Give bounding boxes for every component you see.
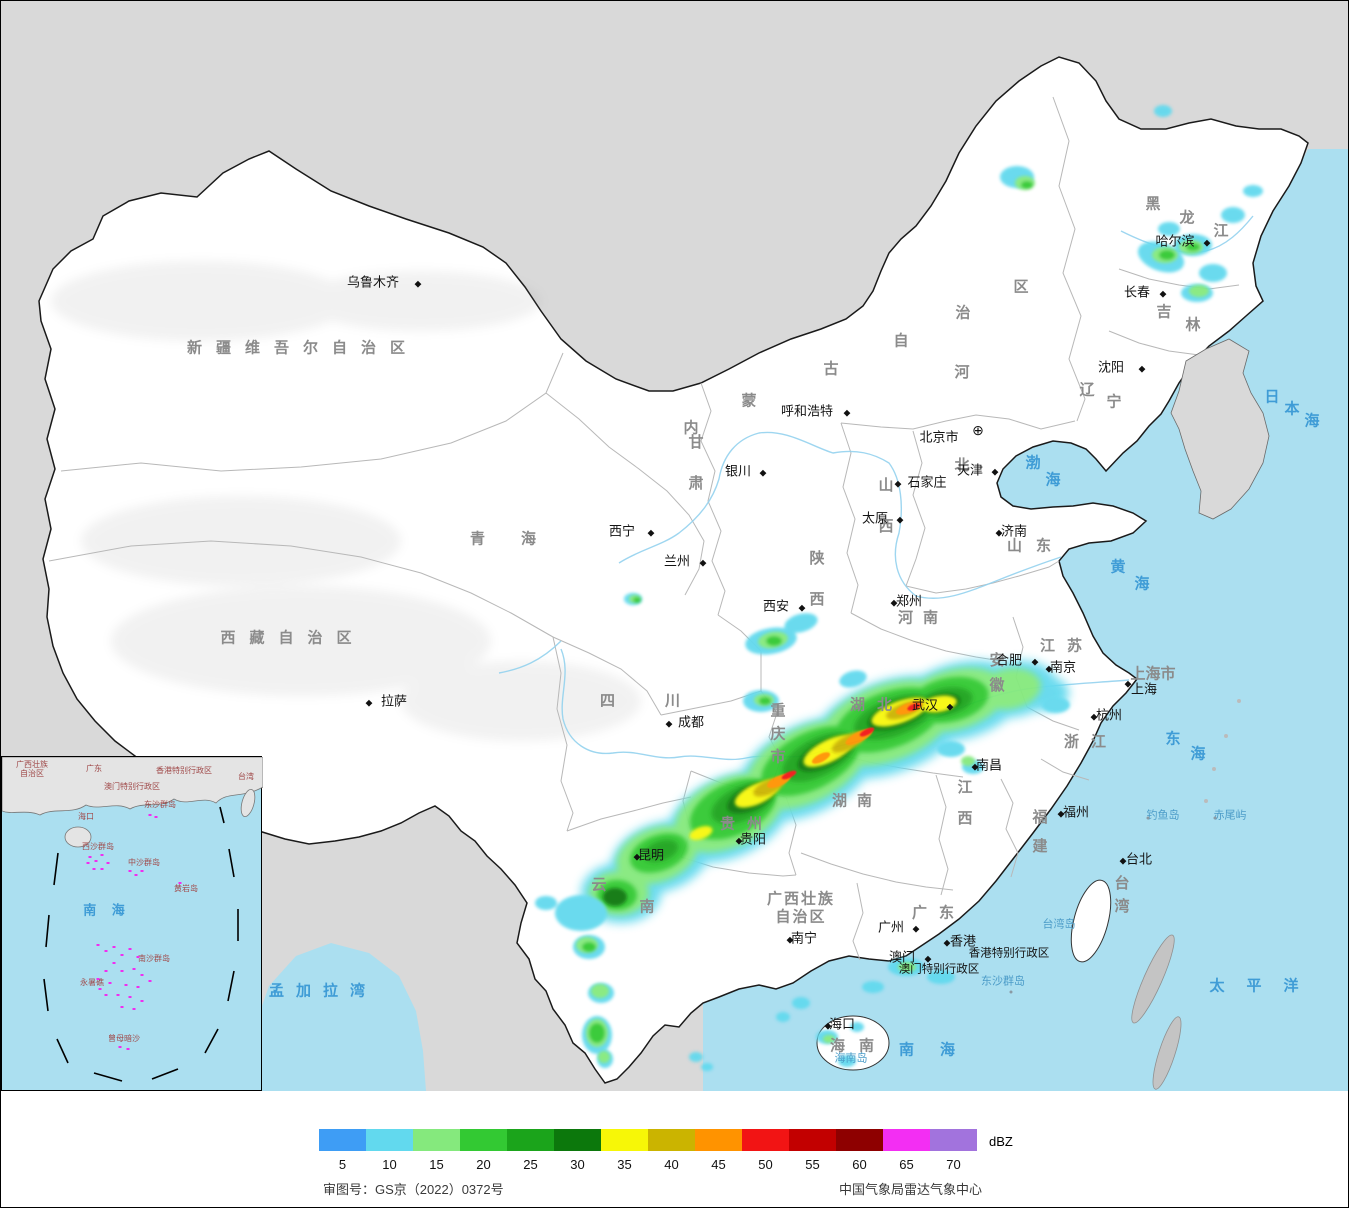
legend-value-40: 40 (664, 1157, 679, 1172)
legend-color-cell-50 (742, 1129, 789, 1151)
legend-value-35: 35 (617, 1157, 632, 1172)
legend-value-20: 20 (476, 1157, 491, 1172)
legend-color-cell-15 (413, 1129, 460, 1151)
legend-value-50: 50 (758, 1157, 773, 1172)
china-radar-map: 新疆维吾尔自治区 西藏自治区 青海 甘肃 四川 贵州 湖南 湖北 广西壮族 自治区 广东 福建 江西 浙江… (1, 1, 1348, 1091)
philippine-islands (1131, 934, 1182, 1090)
legend-color-cell-5 (319, 1129, 366, 1151)
legend-value-15: 15 (429, 1157, 444, 1172)
colorbar-values: 5 10 15 20 25 30 35 40 45 50 55 60 65 70 (319, 1157, 977, 1172)
nine-dash-line (43, 806, 239, 1082)
legend-value-70: 70 (946, 1157, 961, 1172)
inset-coast (2, 757, 263, 816)
legend-color-cell-30 (554, 1129, 601, 1151)
echo-layer-8 (781, 703, 921, 780)
korea-peninsula (1170, 338, 1270, 520)
legend-color-cell-35 (601, 1129, 648, 1151)
legend-color-cell-10 (366, 1129, 413, 1151)
reflectivity-colorbar (319, 1129, 977, 1151)
map-license-number: 审图号：GS京（2022）0372号 (323, 1182, 504, 1197)
legend-color-cell-20 (460, 1129, 507, 1151)
legend-value-10: 10 (382, 1157, 397, 1172)
legend-color-cell-25 (507, 1129, 554, 1151)
inset-taiwan (240, 788, 256, 818)
legend-color-cell-45 (695, 1129, 742, 1151)
legend-value-65: 65 (899, 1157, 914, 1172)
inset-hainan (64, 826, 92, 848)
echo-layer-10 (576, 176, 1209, 1063)
legend-value-45: 45 (711, 1157, 726, 1172)
legend-color-cell-40 (648, 1129, 695, 1151)
legend-value-55: 55 (805, 1157, 820, 1172)
unit-label: dBZ (989, 1134, 1013, 1149)
legend-value-5: 5 (338, 1157, 347, 1172)
map-geography (38, 56, 1348, 1091)
inset-geography (2, 757, 263, 1082)
legend-color-cell-65 (883, 1129, 930, 1151)
legend-color-cell-70 (930, 1129, 977, 1151)
hainan-island (816, 1015, 890, 1071)
ryukyu-islands (1204, 699, 1241, 803)
taiwan-island (1070, 879, 1112, 963)
legend-value-30: 30 (570, 1157, 585, 1172)
radar-echo-layer (535, 105, 1263, 1071)
terrain-shading (51, 261, 641, 741)
legend-color-cell-55 (789, 1129, 836, 1151)
bay-of-bengal (241, 943, 426, 1091)
legend-color-cell-60 (836, 1129, 883, 1151)
organization-name: 中国气象局雷达气象中心 (839, 1182, 983, 1197)
legend-value-60: 60 (852, 1157, 867, 1172)
south-china-sea-inset: 广西壮族 自治区 广东 澳门特别行政区 香港特别行政区 台湾 海口 东沙群岛 西沙群岛 中沙群岛黄… (1, 756, 263, 1091)
legend-value-25: 25 (523, 1157, 538, 1172)
